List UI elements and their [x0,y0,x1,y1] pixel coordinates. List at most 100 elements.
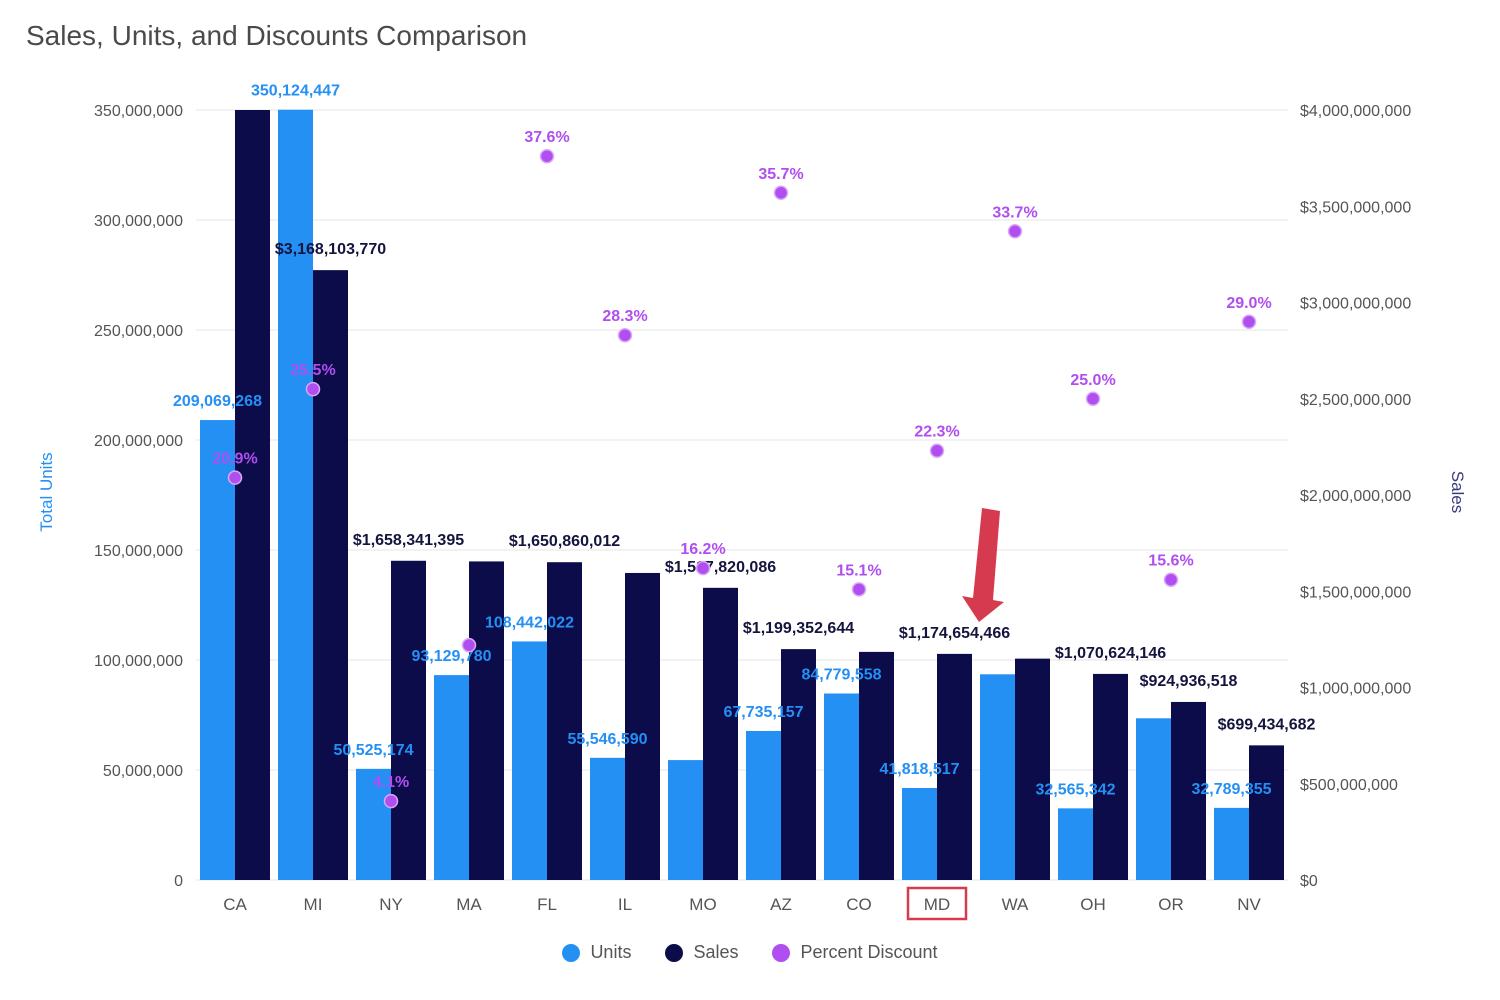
legend-label-units: Units [590,942,632,962]
left-tick-label: 250,000,000 [94,323,183,340]
category-label-wa: WA [1002,895,1029,914]
data-label-discount-ny: 4.1% [373,774,409,791]
bar-units-or [1136,718,1171,880]
data-label-sales-md: $1,174,654,466 [899,625,1010,642]
category-label-co: CO [846,895,872,914]
bar-units-mo [668,760,703,880]
legend: Units Sales Percent Discount [0,942,1500,963]
data-label-units-nv: 32,789,355 [1191,781,1271,798]
category-label-nv: NV [1237,895,1261,914]
right-tick-label: $500,000,000 [1300,777,1398,794]
point-discount-ma [461,637,477,653]
legend-marker-units [562,943,581,962]
data-label-discount-co: 15.1% [836,562,881,579]
point-discount-nv [1241,314,1257,329]
point-discount-ca [227,470,243,485]
bar-units-nv [1214,807,1249,880]
right-tick-label: $3,000,000,000 [1300,296,1411,313]
point-discount-ny [383,793,399,809]
left-tick-label: 300,000,000 [94,213,183,230]
bar-sales-fl [547,562,582,880]
left-tick-label: 100,000,000 [94,653,183,670]
legend-label-percent-discount: Percent Discount [800,942,938,962]
category-label-fl: FL [537,895,557,914]
legend-marker-percent-discount [772,943,791,962]
category-label-il: IL [618,895,632,914]
data-label-units-mi: 350,124,447 [251,83,340,100]
legend-item-percent-discount[interactable]: Percent Discount [772,942,938,963]
legend-marker-sales [665,943,684,962]
bar-sales-wa [1015,658,1050,880]
bar-units-il [590,757,625,880]
data-label-units-ma: 93,129,780 [411,648,491,665]
legend-item-units[interactable]: Units [562,942,631,963]
point-discount-co [851,582,867,597]
point-discount-wa [1007,224,1023,239]
bar-units-az [746,730,781,880]
chart-title: Sales, Units, and Discounts Comparison [26,20,528,51]
bar-sales-oh [1093,673,1128,880]
data-label-units-md: 41,818,517 [879,761,959,778]
data-label-discount-fl: 37.6% [524,129,569,146]
highlight-box [906,886,968,921]
category-label-ny: NY [379,895,403,914]
bar-sales-mo [703,587,738,880]
data-label-sales-ny: $1,658,341,395 [353,532,464,549]
point-discount-mi [305,381,321,397]
data-label-sales-oh: $1,070,624,146 [1055,645,1166,662]
point-discount-or [1163,572,1179,587]
category-label-ma: MA [456,895,482,914]
bar-sales-az [781,649,816,880]
category-label-or: OR [1158,895,1184,914]
left-tick-label: 350,000,000 [94,103,183,120]
left-axis-title: Total Units [37,452,56,531]
data-label-discount-md: 22.3% [914,424,959,441]
data-label-sales-mi: $3,168,103,770 [275,241,386,258]
point-discount-mo [695,560,711,576]
bar-units-ny [356,768,391,880]
left-tick-label: 50,000,000 [103,763,183,780]
bar-sales-nv [1249,745,1284,880]
point-discount-oh [1085,391,1101,406]
bar-units-ma [434,675,469,880]
point-discount-il [617,327,633,343]
data-label-units-az: 67,735,157 [723,704,803,721]
right-tick-label: $1,000,000,000 [1300,681,1411,698]
data-label-units-co: 84,779,558 [801,666,881,683]
category-label-mi: MI [304,895,323,914]
category-label-az: AZ [770,895,792,914]
data-label-sales-fl: $1,650,860,012 [509,533,620,550]
right-tick-label: $2,000,000,000 [1300,488,1411,505]
right-axis-title: Sales [1448,471,1467,514]
right-tick-label: $3,500,000,000 [1300,199,1411,216]
data-label-discount-il: 28.3% [602,308,647,325]
data-label-units-ny: 50,525,174 [333,742,413,759]
left-tick-label: 150,000,000 [94,543,183,560]
annotation-arrow [962,508,1004,622]
data-label-sales-or: $924,936,518 [1140,673,1238,690]
point-discount-az [773,185,789,201]
bar-units-fl [512,641,547,880]
legend-item-sales[interactable]: Sales [665,942,738,963]
bar-sales-co [859,651,894,880]
right-tick-label: $1,500,000,000 [1300,584,1411,601]
data-label-discount-wa: 33.7% [992,204,1037,221]
right-tick-label: $0 [1300,873,1318,890]
legend-label-sales: Sales [693,942,739,962]
data-label-sales-az: $1,199,352,644 [743,620,854,637]
bar-units-co [824,693,859,880]
data-label-discount-mo: 16.2% [680,541,725,558]
data-label-discount-nv: 29.0% [1226,295,1271,312]
bar-sales-md [937,653,972,880]
bar-sales-ma [469,561,504,880]
data-label-discount-ca: 20.9% [212,451,257,468]
bar-units-wa [980,674,1015,880]
point-discount-fl [539,148,555,164]
right-tick-label: $4,000,000,000 [1300,103,1411,120]
right-tick-label: $2,500,000,000 [1300,392,1411,409]
category-label-ca: CA [223,895,247,914]
bar-sales-il [625,572,660,880]
data-label-units-ca: 209,069,268 [173,393,262,410]
bar-units-ca [200,420,235,880]
